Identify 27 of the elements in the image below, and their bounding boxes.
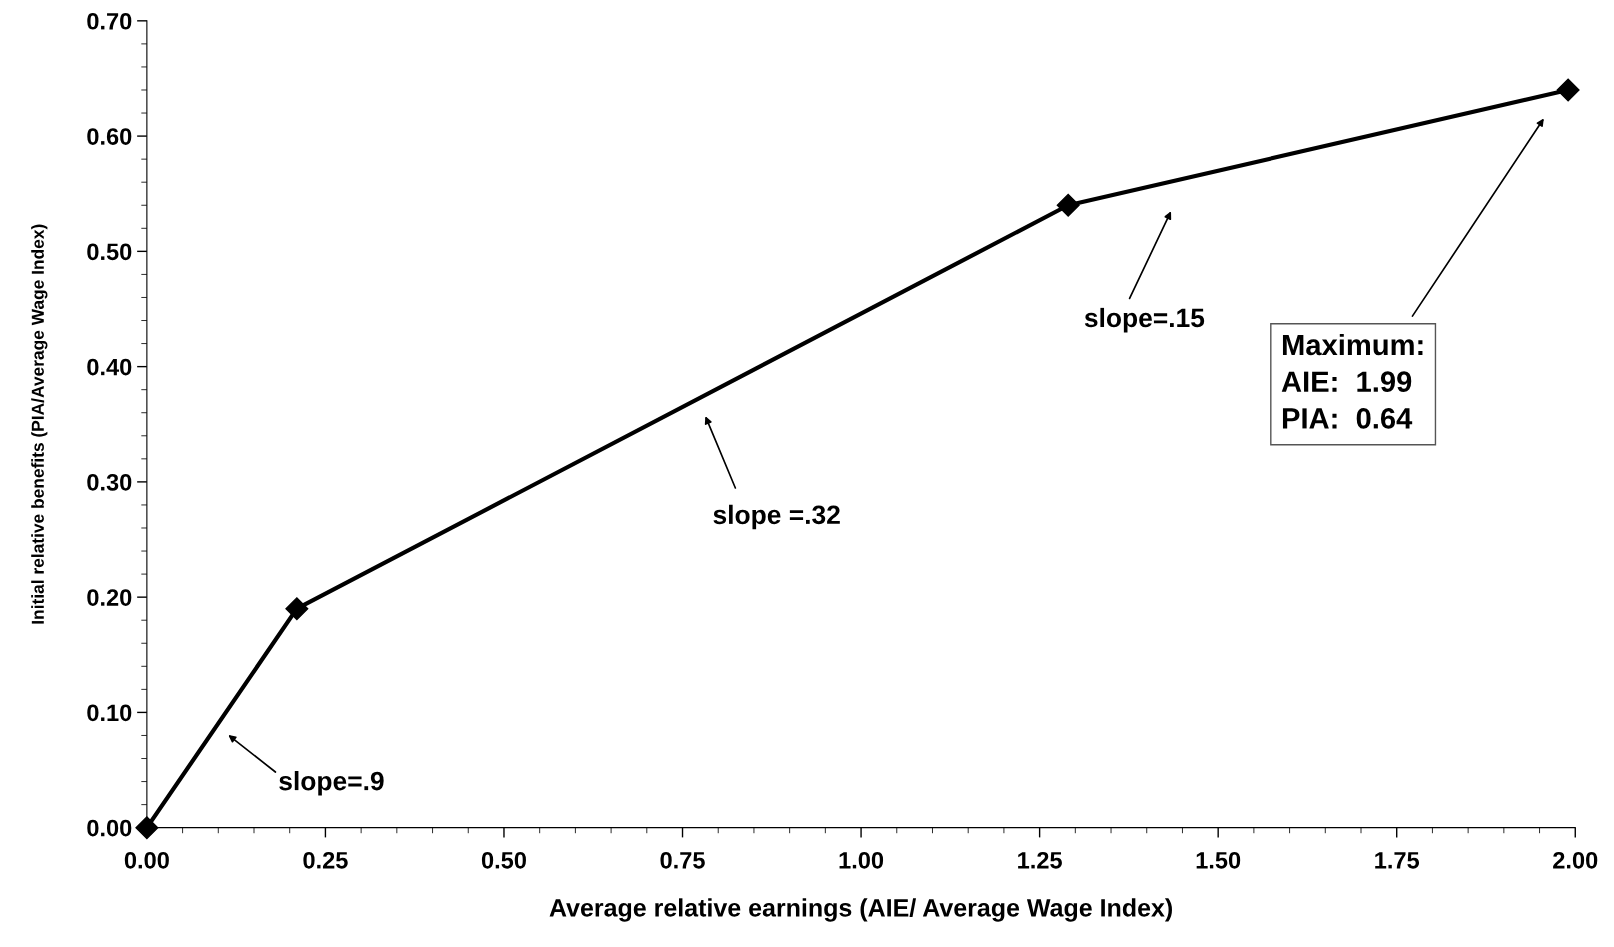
annotation: slope =.32 bbox=[713, 504, 840, 530]
x-tick-label: 1.50 bbox=[1196, 851, 1241, 869]
y-tick-label: 0.50 bbox=[87, 243, 132, 261]
y-tick-label: 0.10 bbox=[87, 704, 132, 722]
point bbox=[1556, 78, 1580, 102]
x-tick-label: 0.75 bbox=[660, 851, 705, 869]
x-tick-label: 1.00 bbox=[839, 851, 884, 869]
x-tick-label: 1.25 bbox=[1018, 851, 1062, 869]
point bbox=[1056, 193, 1080, 217]
y-axis-title: Initial relative benefits (PIA/Average Wage Index) bbox=[31, 224, 48, 624]
y-tick-label: 0.20 bbox=[87, 589, 132, 606]
x-tick-label: 2.00 bbox=[1553, 851, 1598, 869]
y-tick-label: 0.60 bbox=[87, 128, 132, 145]
annotation: slope=.9 bbox=[279, 771, 384, 796]
x-axis-title: Average relative earnings (AIE/ Average Wage Index) bbox=[549, 898, 1172, 922]
x-tick-label: 0.50 bbox=[481, 851, 526, 869]
x-tick-label: 0.00 bbox=[124, 851, 169, 869]
point bbox=[135, 816, 159, 840]
annotation: Maximum: AIE: 1.99 PIA: 0.64 bbox=[1281, 333, 1423, 429]
x-tick-label: 1.75 bbox=[1375, 852, 1420, 869]
y-tick-label: 0.70 bbox=[87, 12, 132, 30]
x-tick-label: 0.25 bbox=[303, 851, 348, 869]
y-tick-label: 0.00 bbox=[87, 819, 132, 837]
y-tick-label: 0.40 bbox=[87, 358, 132, 376]
y-tick-label: 0.30 bbox=[87, 473, 132, 491]
annotation: slope=.15 bbox=[1084, 307, 1205, 333]
point bbox=[285, 597, 309, 621]
